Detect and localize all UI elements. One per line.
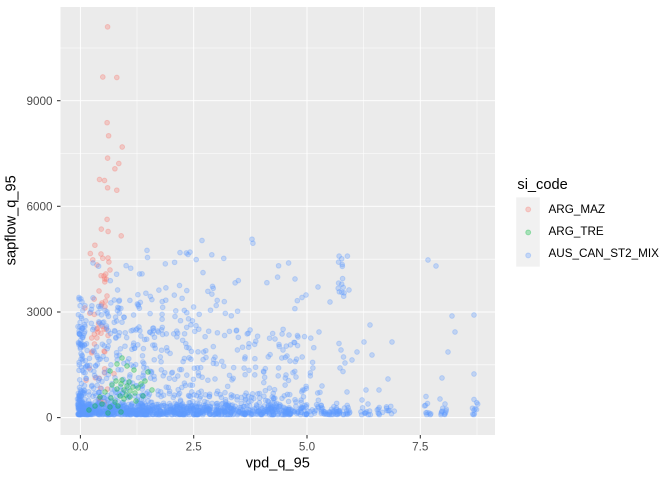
svg-text:9000: 9000 [26, 95, 53, 108]
svg-text:si_code: si_code [517, 177, 567, 193]
svg-text:0: 0 [46, 412, 53, 425]
svg-text:vpd_q_95: vpd_q_95 [246, 455, 310, 471]
svg-text:ARG_TRE: ARG_TRE [549, 225, 604, 238]
svg-text:5.0: 5.0 [299, 441, 316, 454]
svg-text:AUS_CAN_ST2_MIX: AUS_CAN_ST2_MIX [549, 247, 660, 260]
svg-text:7.5: 7.5 [412, 441, 429, 454]
svg-text:6000: 6000 [26, 200, 53, 213]
svg-text:sapflow_q_95: sapflow_q_95 [4, 175, 20, 265]
svg-text:3000: 3000 [26, 306, 53, 319]
svg-text:ARG_MAZ: ARG_MAZ [549, 203, 606, 216]
svg-text:2.5: 2.5 [186, 441, 203, 454]
svg-text:0.0: 0.0 [72, 441, 89, 454]
